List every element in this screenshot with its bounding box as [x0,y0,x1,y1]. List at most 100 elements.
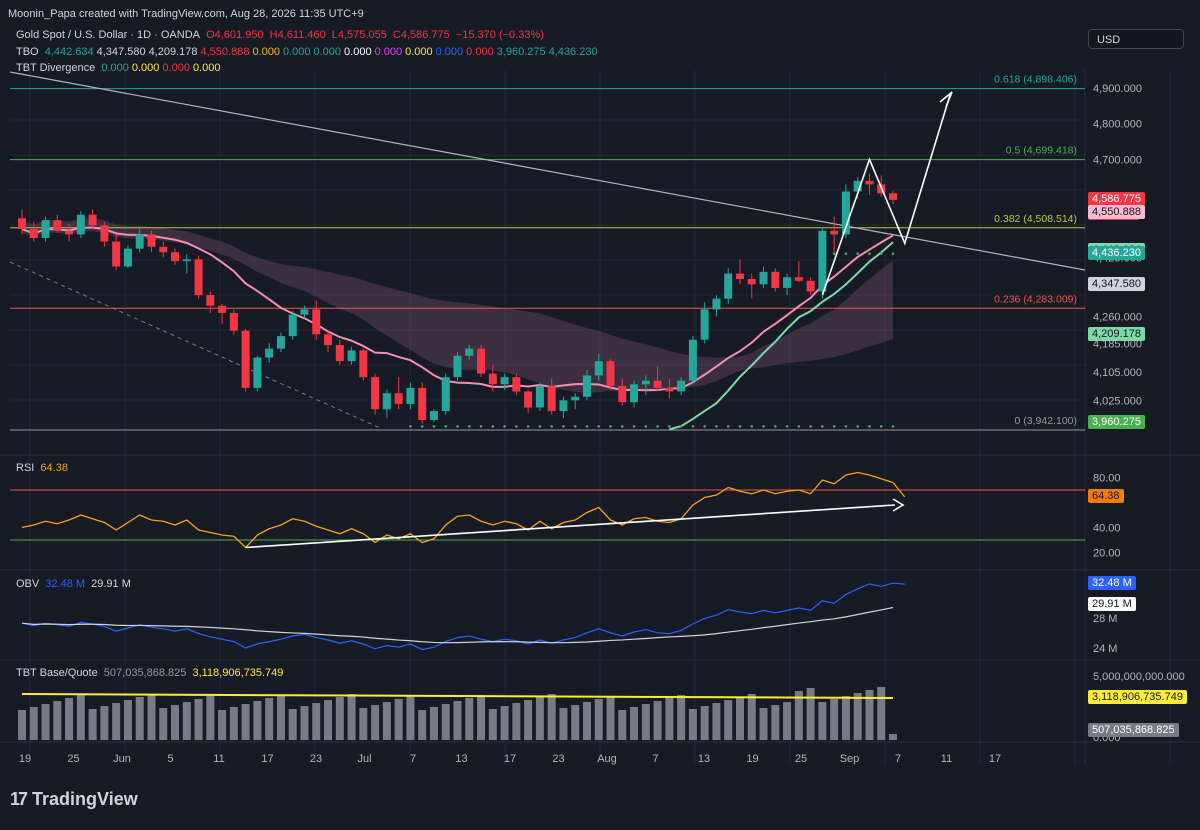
base-quote-label[interactable]: TBT Base/Quote [16,667,98,679]
histogram-bar [76,695,85,740]
histogram-bar [853,693,862,740]
support-dot [879,252,883,255]
support-dot [844,252,848,255]
chart-credit: Moonin_Papa created with TradingView.com… [8,8,364,20]
histogram-bar [547,694,556,740]
histogram-bar [229,707,238,740]
time-tick: 19 [19,753,31,765]
candle-body [794,277,803,281]
tbo-value: 0.000 [435,46,464,58]
currency-selector[interactable]: USD [1088,29,1184,49]
rsi-value: 64.38 [40,462,68,474]
candle-body [747,278,756,285]
rsi-legend: RSI 64.38 [16,462,71,474]
support-dot [632,425,636,428]
histogram-bar [441,704,450,740]
tradingview-logo[interactable]: 17 TradingView [10,789,138,810]
support-dot [515,425,518,428]
time-tick: Sep [840,753,860,765]
histogram-bar [382,702,391,740]
candle-body [735,273,744,279]
support-dot [832,252,836,255]
candle-body [312,309,321,335]
histogram-bar [700,706,709,740]
candle-body [371,377,380,410]
histogram-bar [818,702,827,740]
candle-body [582,375,591,397]
support-dot [656,425,659,428]
candle-body [488,373,497,385]
rsi-tick: 80.00 [1093,473,1121,485]
time-tick: 13 [455,753,467,765]
histogram-bar [524,700,533,740]
candle-body [665,387,674,392]
support-dot [821,425,824,428]
histogram-bar [429,707,438,740]
price-label: 4,209.178 [1088,326,1145,341]
histogram-bar [630,707,639,740]
histogram-bar [18,710,26,740]
support-dot [409,425,412,428]
candle-body [335,345,344,362]
histogram-bar [477,695,486,740]
support-dot [703,425,706,428]
histogram-bar [159,708,168,740]
rsi-label[interactable]: RSI [16,462,35,474]
rsi-price-label: 64.38 [1088,489,1124,504]
candle-body [406,387,415,404]
histogram-bar [688,709,697,740]
candle-body [806,280,815,292]
support-dot [585,425,589,428]
candle-body [112,241,121,267]
candle-body [41,220,50,238]
tbo-value: 4,442.634 [44,46,94,58]
time-tick: 13 [698,753,710,765]
support-dot [832,425,836,428]
obv-label[interactable]: OBV [16,578,40,590]
candle-body [441,377,450,412]
support-dot [797,425,801,428]
divergence-label[interactable]: TBT Divergence [16,62,96,74]
support-dot [456,425,459,428]
ohlc-close: C4,586.775 [392,29,450,41]
support-dot [620,425,624,428]
time-tick: 19 [746,753,758,765]
histogram-bar [877,687,886,740]
time-tick: 25 [795,753,807,765]
histogram-bar [453,701,462,740]
support-dot [420,425,424,428]
price-tick: 4,700.000 [1093,154,1142,166]
histogram-bar [606,696,615,740]
time-tick: 5 [167,753,173,765]
tbo-label[interactable]: TBO [16,46,39,58]
histogram-bar [135,697,144,740]
time-tick: 7 [410,753,416,765]
time-tick: 23 [310,753,322,765]
trendline [9,71,1086,271]
histogram-bar [465,698,474,740]
support-dot [432,425,436,428]
histogram-bar [182,702,191,740]
support-dot [562,425,565,428]
support-dot [868,425,871,428]
candle-body [324,334,333,346]
candle-body [347,350,356,362]
rsi-arrowhead [892,498,905,512]
obv-ma-line [21,606,894,644]
candle-body [123,248,132,267]
ohlc-change: −15.370 (−0.33%) [455,29,544,41]
time-tick: 7 [895,753,901,765]
histogram-bar [712,703,721,740]
symbol-name[interactable]: Gold Spot / U.S. Dollar · 1D · OANDA [16,29,200,41]
obv-legend: OBV 32.48 M 29.91 M [16,578,134,590]
time-tick: Jun [113,753,131,765]
time-tick: 17 [504,753,516,765]
candle-body [171,252,180,262]
tbo-value: 4,436.230 [548,46,598,58]
support-dot [726,425,730,428]
tbo-value: 0.000 [282,46,311,58]
support-dot [773,425,777,428]
histogram-bar [771,705,780,740]
